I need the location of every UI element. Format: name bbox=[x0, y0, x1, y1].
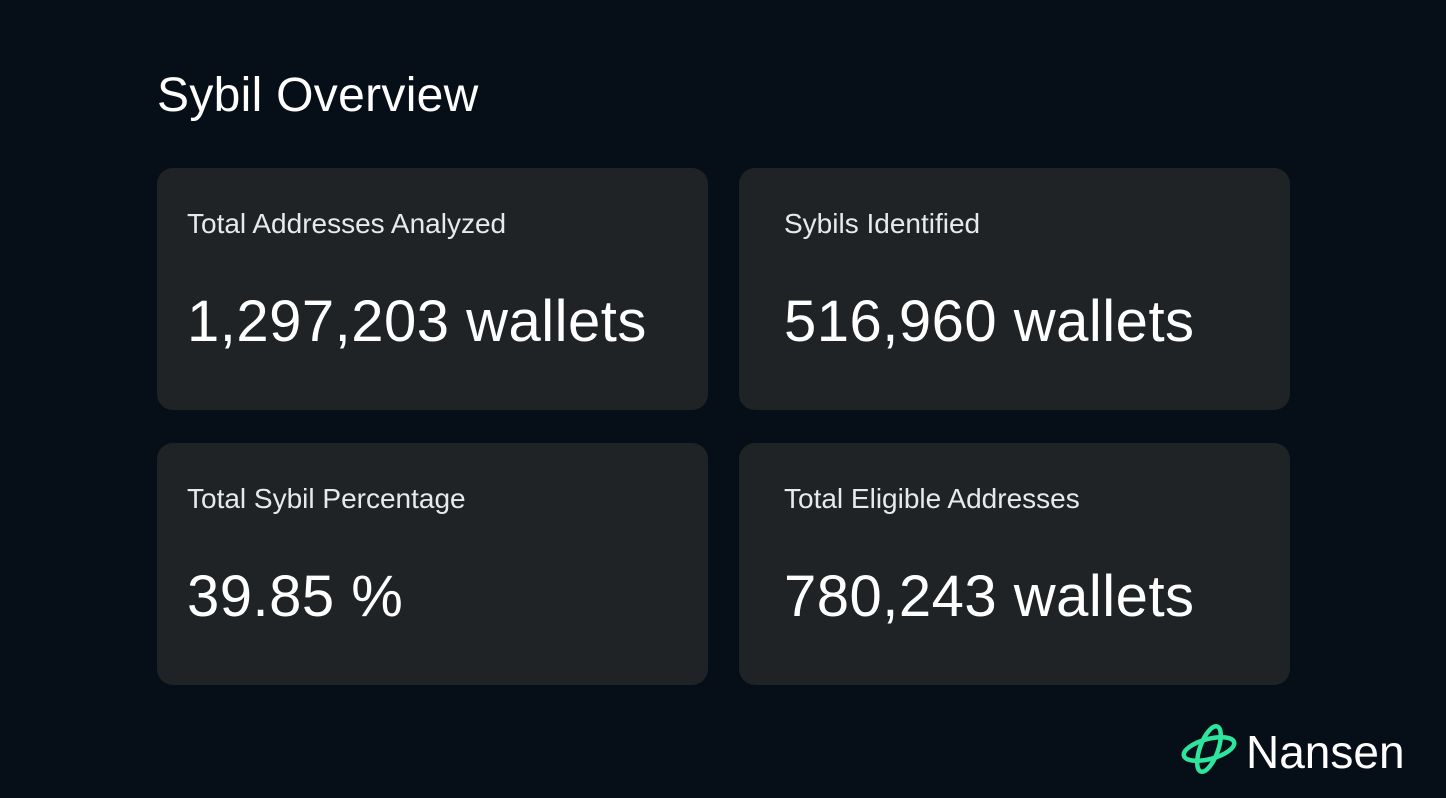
brand-name: Nansen bbox=[1246, 725, 1405, 778]
nansen-logo-icon bbox=[1180, 722, 1238, 781]
stat-card-eligible-addresses: Total Eligible Addresses 780,243 wallets bbox=[739, 443, 1290, 685]
stat-value: 516,960 wallets bbox=[784, 289, 1195, 354]
stat-label: Total Sybil Percentage bbox=[187, 483, 466, 514]
stat-label: Total Addresses Analyzed bbox=[187, 208, 507, 239]
stat-value: 39.85 % bbox=[187, 564, 404, 629]
brand-logo: Nansen bbox=[1180, 722, 1405, 781]
stat-value: 780,243 wallets bbox=[784, 564, 1195, 629]
page-title: Sybil Overview bbox=[157, 69, 479, 122]
stat-label: Sybils Identified bbox=[784, 208, 981, 239]
stat-label: Total Eligible Addresses bbox=[784, 483, 1080, 514]
stat-card-sybil-percentage: Total Sybil Percentage 39.85 % bbox=[157, 443, 708, 685]
stat-card-total-addresses: Total Addresses Analyzed 1,297,203 walle… bbox=[157, 168, 708, 410]
stat-value: 1,297,203 wallets bbox=[187, 289, 647, 354]
stat-card-sybils-identified: Sybils Identified 516,960 wallets bbox=[739, 168, 1290, 410]
